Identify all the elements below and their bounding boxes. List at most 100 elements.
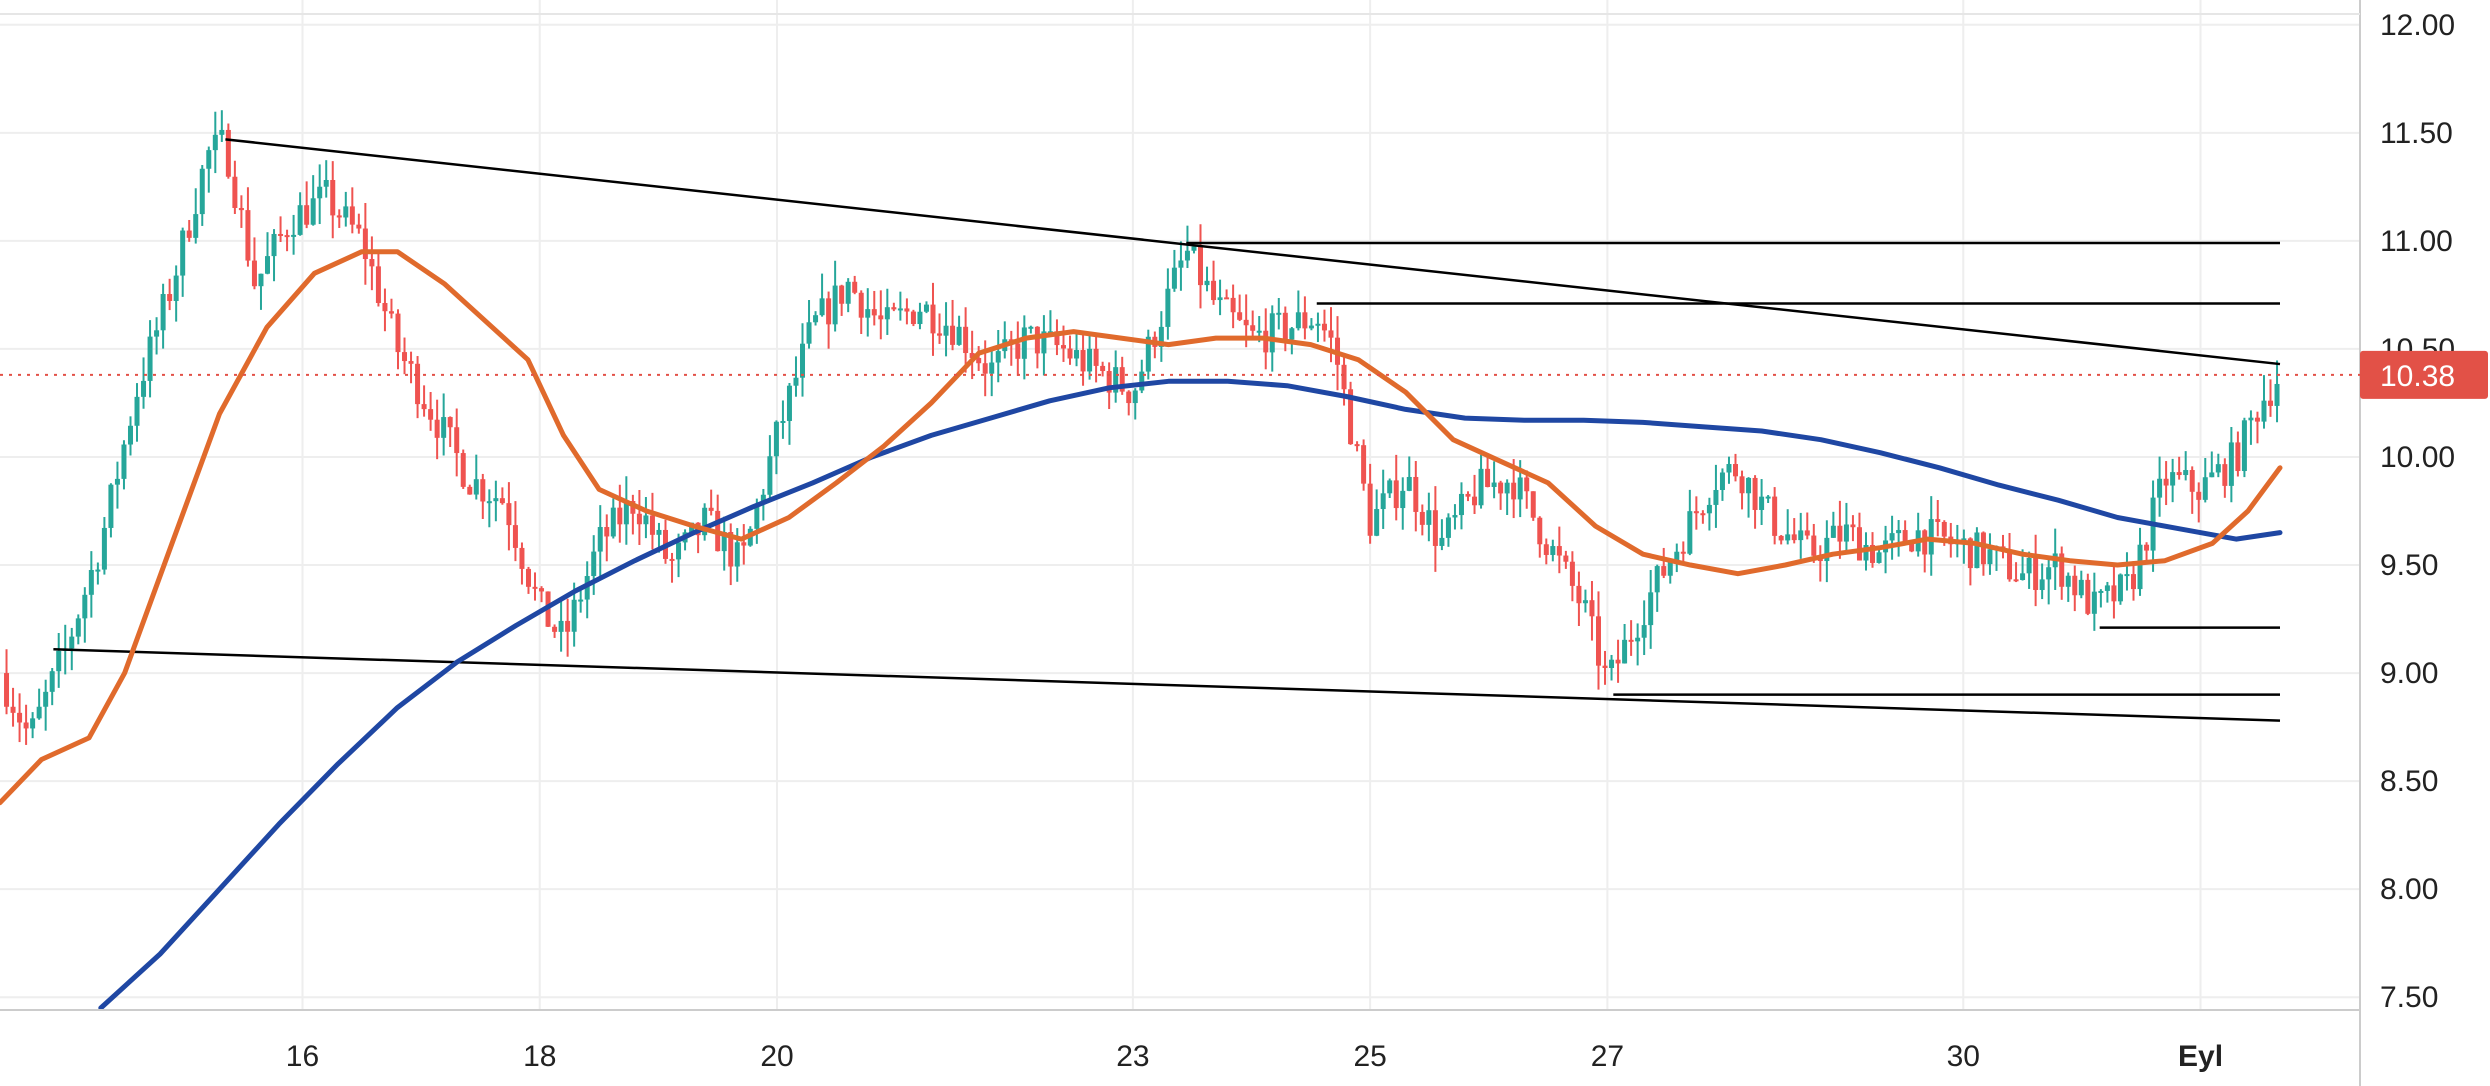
candle-body-up — [2241, 420, 2247, 472]
candle-body-up — [2020, 573, 2026, 580]
candle-body-down — [356, 224, 362, 229]
x-tick-label: 30 — [1947, 1040, 1980, 1073]
candle-body-down — [167, 294, 173, 301]
candle-body-up — [806, 322, 812, 344]
candle-body-up — [1550, 546, 1556, 555]
candle-body-up — [69, 636, 75, 649]
candle-body-down — [415, 363, 421, 405]
candle-body-up — [1289, 328, 1295, 340]
candle-body-down — [447, 417, 453, 428]
candle-body-down — [1054, 331, 1060, 346]
candle-body-up — [486, 501, 492, 504]
candle-body-up — [160, 294, 166, 331]
candle-body-up — [1374, 509, 1380, 536]
candle-body-up — [2248, 417, 2254, 421]
candle-body-up — [1863, 545, 1869, 561]
candle-body-down — [1902, 530, 1908, 544]
candle-body-down — [186, 230, 192, 238]
candle-body-down — [1870, 545, 1876, 563]
candle-body-up — [1315, 323, 1321, 326]
candle-body-down — [1935, 519, 1941, 522]
candle-body-down — [969, 353, 975, 358]
candle-body-down — [1693, 511, 1699, 514]
candle-body-down — [1034, 326, 1040, 354]
candle-body-up — [1824, 537, 1830, 562]
y-tick-label: 7.50 — [2380, 981, 2438, 1014]
candle-body-down — [388, 311, 394, 314]
candle-body-down — [2130, 574, 2136, 590]
candle-body-down — [1237, 312, 1243, 320]
candle-body-down — [1393, 480, 1399, 509]
candle-body-down — [982, 363, 988, 374]
candle-body-up — [2209, 472, 2215, 478]
candle-body-down — [525, 568, 531, 587]
candle-body-down — [708, 507, 714, 511]
candle-body-up — [134, 396, 140, 426]
candle-body-down — [1015, 343, 1021, 359]
candle-body-up — [584, 576, 590, 600]
candle-body-down — [1589, 600, 1595, 617]
trendline — [225, 138, 2281, 366]
candle-body-down — [238, 207, 244, 211]
candle-body-up — [1217, 297, 1223, 301]
candlesticks — [4, 110, 2280, 745]
candle-body-up — [1380, 493, 1386, 510]
candle-body-down — [1772, 496, 1778, 536]
candle-body-up — [297, 205, 303, 235]
candle-body-up — [2026, 557, 2032, 574]
candle-body-up — [1458, 493, 1464, 516]
candle-body-up — [1830, 525, 1836, 538]
candle-body-up — [1426, 510, 1432, 525]
grid — [0, 0, 2360, 1010]
candle-body-up — [956, 326, 962, 345]
candle-body-down — [454, 427, 460, 454]
candle-body-up — [1074, 350, 1080, 359]
candle-body-down — [1093, 348, 1099, 366]
candle-body-up — [656, 529, 662, 535]
candle-body-down — [1348, 389, 1354, 445]
x-tick-label: Eyl — [2178, 1040, 2223, 1073]
candle-body-up — [88, 569, 94, 595]
candle-body-up — [206, 150, 212, 169]
candle-body-up — [865, 309, 871, 318]
candle-body-down — [910, 311, 916, 325]
candle-body-up — [317, 186, 323, 199]
moving-average-slow — [98, 378, 2283, 1011]
candle-body-up — [1184, 250, 1190, 261]
y-tick-label: 12.00 — [2380, 9, 2455, 42]
candle-body-up — [591, 551, 597, 577]
candle-body-up — [1256, 330, 1262, 333]
candle-body-down — [1811, 535, 1817, 556]
candle-body-down — [375, 266, 381, 303]
candle-body-down — [336, 215, 342, 218]
candle-body-up — [1726, 464, 1732, 473]
candle-body-down — [362, 228, 368, 260]
candle-body-up — [193, 214, 199, 238]
candle-body-up — [1504, 482, 1510, 494]
candle-body-down — [1230, 297, 1236, 313]
x-tick-label: 18 — [523, 1040, 556, 1073]
candle-body-up — [773, 421, 779, 457]
candle-body-down — [1856, 527, 1862, 561]
candle-body-up — [1687, 511, 1693, 554]
candle-body-up — [473, 479, 479, 495]
candle-body-up — [943, 325, 949, 336]
candle-body-down — [1615, 659, 1621, 664]
candle-body-up — [2261, 400, 2267, 422]
candle-body-up — [1785, 534, 1791, 541]
candle-body-up — [558, 620, 564, 632]
candle-body-up — [1667, 561, 1673, 576]
last-price-label: 10.38 — [2380, 360, 2455, 393]
candle-body-down — [2144, 544, 2150, 551]
candle-body-down — [728, 532, 734, 567]
candle-body-down — [2189, 470, 2195, 492]
candle-body-up — [1759, 496, 1765, 510]
candle-body-down — [1733, 464, 1739, 477]
candle-body-up — [101, 527, 107, 570]
candle-body-down — [930, 304, 936, 334]
candle-body-up — [1928, 519, 1934, 555]
tick-labels: 7.508.008.509.009.5010.0010.5011.0011.50… — [286, 9, 2455, 1073]
last-price-tag: 10.38 — [0, 350, 2488, 399]
